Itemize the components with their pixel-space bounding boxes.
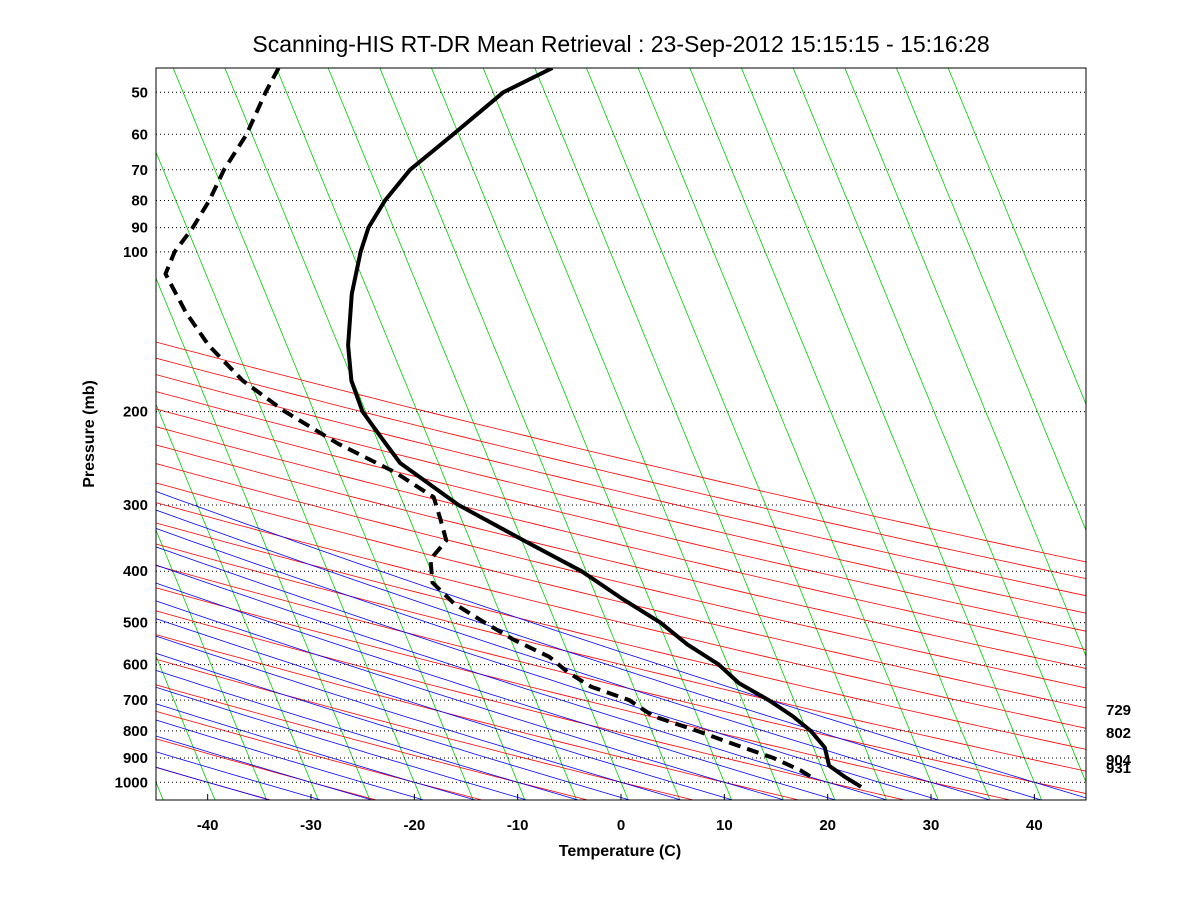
temperature-profile: [346, 68, 863, 789]
mixing-ratio-line: [792, 68, 1086, 784]
mixing-ratio-line: [275, 68, 577, 800]
moist-adiabat-line: [156, 491, 1086, 799]
y-tick-label: 200: [123, 404, 148, 421]
mixing-ratio-line: [156, 277, 371, 800]
mixing-ratio-line: [689, 68, 991, 800]
thermodynamic-background-lines: [0, 44, 1086, 804]
right-label: 802: [1106, 725, 1131, 742]
right-label: 904: [1106, 752, 1132, 769]
moist-adiabat-line: [156, 751, 323, 800]
plot-frame: [155, 67, 1087, 801]
x-tick-label: 10: [716, 817, 733, 834]
mixing-ratio-line: [156, 151, 422, 800]
dry-adiabat-line: [156, 502, 1086, 729]
x-tick-label: -20: [403, 817, 425, 834]
mixing-ratio-line: [637, 68, 939, 800]
mixing-ratio-line: [0, 44, 62, 804]
y-tick-label: 60: [131, 126, 148, 143]
pressure-gridlines: [156, 91, 1086, 783]
x-tick-label: 30: [923, 817, 940, 834]
mixing-ratio-line: [156, 655, 216, 800]
moist-adiabat-line: [156, 618, 735, 800]
mixing-ratio-line: [585, 68, 887, 800]
chart-title: Scanning-HIS RT-DR Mean Retrieval : 23-S…: [252, 31, 989, 57]
dewpoint-profile: [163, 68, 818, 782]
mixing-ratio-line: [844, 68, 1086, 658]
moist-adiabat-line: [156, 766, 271, 800]
y-axis-ticks: 50 60 70 80 90 100 200 300 400 500 600 700 800 900 100…: [115, 84, 148, 791]
moist-adiabat-line: [156, 635, 683, 800]
dry-adiabat-line: [156, 482, 1086, 709]
dry-adiabat-line: [156, 767, 273, 800]
x-tick-label: 20: [819, 817, 836, 834]
dry-adiabat-line: [156, 463, 1086, 689]
moist-adiabat-line: [156, 528, 992, 800]
mixing-ratio-line: [534, 68, 836, 800]
mixing-ratio-line: [430, 68, 732, 800]
y-tick-label: 800: [123, 723, 148, 740]
mixing-ratio-line: [156, 403, 319, 800]
right-label: 729: [1106, 702, 1131, 719]
y-axis-label: Pressure (mb): [81, 380, 98, 488]
dry-adiabat-line: [156, 634, 801, 800]
dry-adiabat-line: [156, 374, 1086, 597]
dry-adiabat-line: [156, 587, 1013, 800]
moist-adiabat-line: [156, 600, 786, 800]
dry-adiabat-line: [156, 522, 1086, 750]
moist-adiabat-line: [156, 564, 889, 800]
mixing-ratio-line: [0, 44, 10, 804]
dry-adiabat-line: [156, 408, 1086, 632]
y-tick-label: 50: [131, 84, 148, 101]
moist-adiabat-line: [156, 546, 940, 800]
dry-adiabat-line: [156, 391, 1086, 614]
y-tick-label: 80: [131, 193, 148, 210]
x-tick-label: -30: [300, 817, 322, 834]
x-axis-ticks: -40 -30 -20 -10 0 10 20 30 40: [197, 794, 1043, 834]
y-tick-label: 300: [123, 497, 148, 514]
y-tick-label: 100: [123, 244, 148, 261]
dry-adiabat-line: [156, 341, 1086, 563]
dry-adiabat-line: [156, 610, 907, 800]
sounding-profiles: [163, 68, 863, 789]
y-tick-label: 600: [123, 657, 148, 674]
dry-adiabat-line: [156, 565, 1086, 794]
y-tick-label: 90: [131, 220, 148, 237]
dry-adiabat-line: [156, 357, 1086, 580]
y-tick-label: 400: [123, 563, 148, 580]
y-tick-label: 900: [123, 750, 148, 767]
dry-adiabat-line: [156, 658, 695, 800]
y-tick-label: 1000: [115, 774, 148, 791]
x-axis-label: Temperature (C): [559, 843, 681, 860]
mixing-ratio-line: [379, 68, 681, 800]
moist-adiabat-line: [156, 735, 374, 800]
right-label: 931: [1106, 760, 1131, 777]
mixing-ratio-line: [947, 68, 1086, 406]
moist-adiabat-line: [156, 582, 838, 800]
y-tick-label: 70: [131, 162, 148, 179]
x-tick-label: 0: [617, 817, 625, 834]
moist-adiabat-line: [156, 509, 1043, 800]
dry-adiabat-line: [156, 543, 1086, 772]
dry-adiabat-line: [156, 738, 378, 800]
mixing-ratio-line: [895, 68, 1086, 532]
y-tick-label: 500: [123, 615, 148, 632]
mixing-ratio-line: [172, 68, 474, 800]
x-tick-label: -40: [197, 817, 219, 834]
mixing-ratio-line: [156, 529, 267, 800]
moist-adiabat-line: [156, 669, 580, 800]
y-tick-label: 700: [123, 692, 148, 709]
mixing-ratio-line: [740, 68, 1042, 800]
moist-adiabat-line: [156, 652, 632, 800]
x-tick-label: -10: [507, 817, 529, 834]
x-tick-label: 40: [1026, 817, 1043, 834]
